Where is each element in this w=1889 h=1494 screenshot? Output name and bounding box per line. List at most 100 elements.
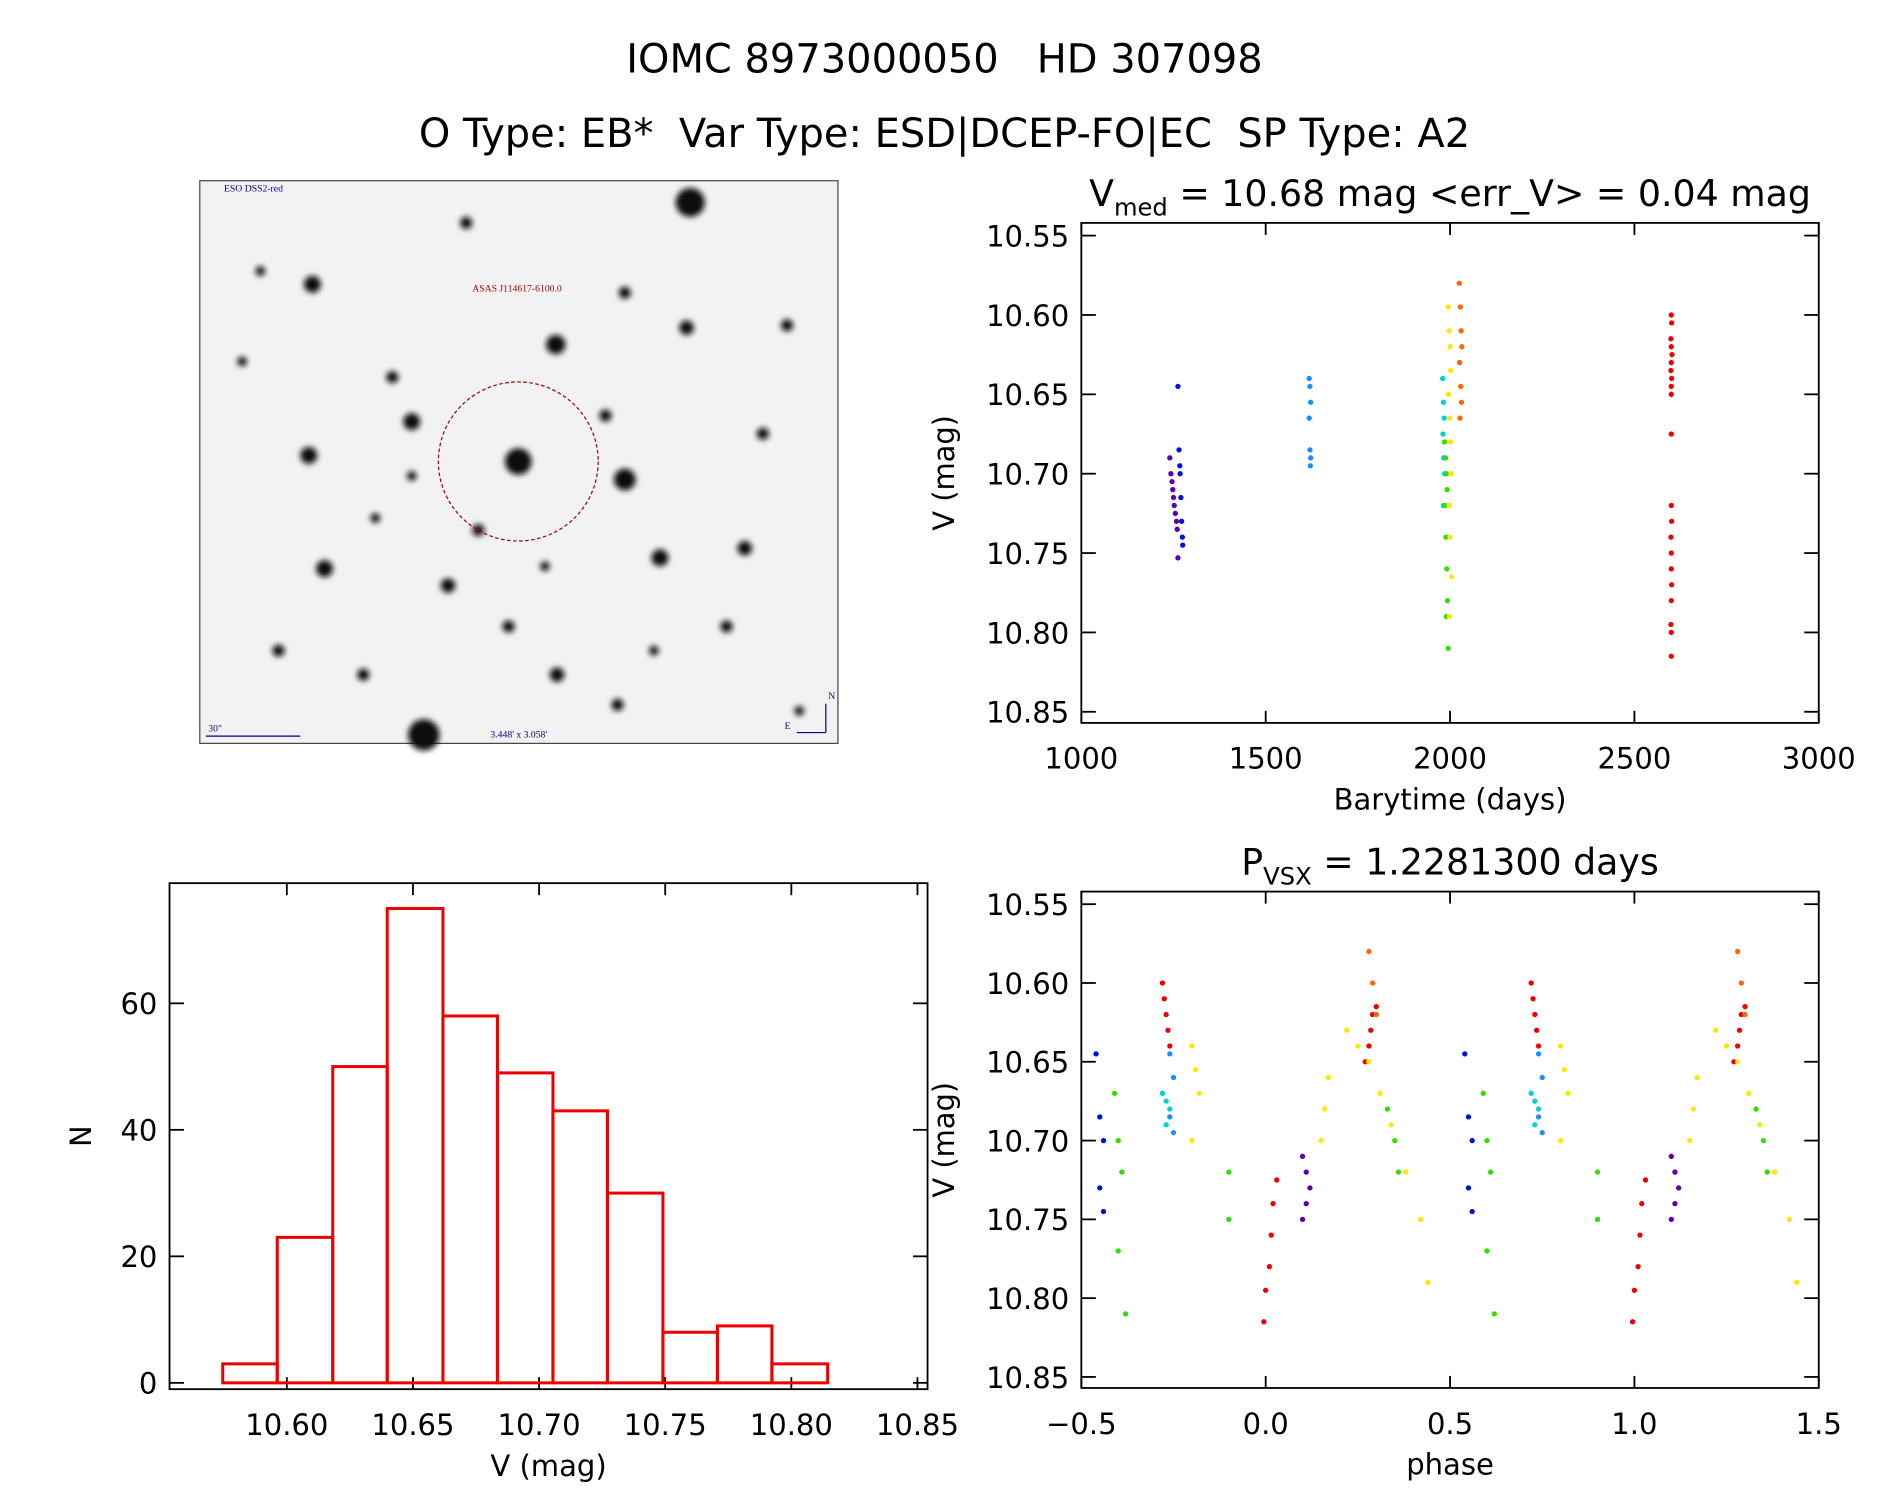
point bbox=[1668, 621, 1674, 628]
x-axis-label: phase bbox=[1406, 1448, 1494, 1482]
x-tick-label: 1500 bbox=[1229, 742, 1303, 776]
point bbox=[1440, 399, 1447, 405]
point bbox=[1446, 613, 1452, 620]
point bbox=[1539, 1130, 1545, 1136]
field-label: 3.448' x 3.058' bbox=[490, 729, 547, 740]
point bbox=[1639, 1200, 1645, 1207]
bar bbox=[551, 1109, 609, 1385]
x-tick-label: 0.5 bbox=[1427, 1407, 1473, 1441]
x-tick-label: 10.85 bbox=[876, 1408, 959, 1442]
north-label: N bbox=[828, 691, 835, 702]
compass bbox=[796, 703, 827, 734]
point bbox=[1694, 1074, 1700, 1081]
point bbox=[1444, 566, 1450, 572]
point bbox=[1303, 1200, 1309, 1207]
point bbox=[1179, 534, 1186, 540]
x-tick-label: 10.65 bbox=[371, 1408, 454, 1442]
point bbox=[1764, 1169, 1770, 1175]
point bbox=[1532, 1098, 1538, 1104]
point bbox=[1189, 1137, 1195, 1144]
point bbox=[1189, 1043, 1195, 1049]
east-label: E bbox=[785, 721, 791, 732]
point bbox=[1459, 344, 1465, 350]
title-main: V bbox=[1089, 172, 1114, 215]
point bbox=[1306, 375, 1312, 382]
x-tick-label: 10.60 bbox=[245, 1408, 328, 1442]
point bbox=[1167, 1043, 1173, 1049]
point bbox=[1669, 351, 1675, 358]
bar bbox=[770, 1362, 830, 1385]
point bbox=[1274, 1177, 1280, 1183]
point bbox=[1465, 1114, 1472, 1120]
point bbox=[1307, 447, 1313, 453]
y-tick-label: 40 bbox=[120, 1114, 157, 1148]
point bbox=[1668, 431, 1674, 437]
point bbox=[1458, 328, 1464, 334]
point bbox=[1742, 1003, 1748, 1010]
y-axis-label: V (mag) bbox=[927, 415, 961, 531]
point bbox=[1325, 1074, 1332, 1081]
point bbox=[1672, 1169, 1678, 1175]
scale-label: 30" bbox=[208, 723, 222, 734]
point bbox=[1757, 1122, 1763, 1128]
point bbox=[1635, 1263, 1641, 1270]
bar bbox=[221, 1362, 279, 1385]
bar bbox=[605, 1191, 665, 1385]
point bbox=[1793, 1279, 1800, 1286]
point bbox=[1270, 1200, 1276, 1207]
point bbox=[1786, 1216, 1792, 1223]
point bbox=[1163, 1098, 1169, 1104]
point bbox=[1668, 391, 1674, 397]
x-axis-label: V (mag) bbox=[490, 1449, 606, 1483]
point bbox=[1535, 1114, 1542, 1120]
point bbox=[1447, 439, 1454, 445]
title-main: P bbox=[1241, 841, 1263, 884]
point bbox=[1307, 463, 1313, 469]
point bbox=[1171, 502, 1177, 509]
point bbox=[1445, 391, 1452, 397]
point bbox=[1734, 1043, 1741, 1049]
point bbox=[1447, 415, 1453, 421]
point bbox=[1177, 471, 1183, 477]
point bbox=[1403, 1169, 1409, 1175]
point bbox=[1226, 1216, 1232, 1223]
point bbox=[1528, 1090, 1534, 1096]
point bbox=[1738, 980, 1745, 986]
survey-label: ESO DSS2-red bbox=[224, 184, 283, 195]
point bbox=[1445, 304, 1451, 310]
x-tick-label: 2000 bbox=[1413, 742, 1487, 776]
bar bbox=[661, 1330, 719, 1385]
point bbox=[1539, 1074, 1545, 1081]
point bbox=[1668, 344, 1674, 350]
y-tick-label: 60 bbox=[120, 987, 157, 1021]
title-rest: = 1.2281300 days bbox=[1312, 841, 1659, 884]
point bbox=[1161, 996, 1167, 1002]
bar bbox=[275, 1235, 335, 1385]
point bbox=[1165, 1027, 1171, 1033]
y-tick-label: 10.55 bbox=[986, 888, 1069, 922]
point bbox=[1535, 1043, 1542, 1049]
y-tick-label: 10.60 bbox=[986, 967, 1069, 1001]
point bbox=[1111, 1090, 1118, 1096]
point bbox=[1668, 1153, 1674, 1159]
point bbox=[1561, 1067, 1568, 1073]
point bbox=[1672, 1200, 1678, 1207]
point bbox=[1163, 1011, 1169, 1018]
point bbox=[1668, 534, 1674, 540]
point bbox=[1177, 463, 1183, 469]
x-tick-label: 10.70 bbox=[498, 1408, 581, 1442]
point bbox=[1355, 1043, 1361, 1049]
point bbox=[1373, 1011, 1379, 1018]
point bbox=[1226, 1169, 1232, 1175]
header-subtitle: O Type: EB* Var Type: ESD|DCEP-FO|EC SP … bbox=[419, 111, 1470, 157]
point bbox=[1668, 375, 1675, 382]
header-title: IOMC 8973000050 HD 307098 bbox=[626, 36, 1262, 82]
stars bbox=[237, 187, 805, 751]
bar bbox=[331, 1065, 389, 1385]
point bbox=[1731, 1059, 1737, 1065]
point bbox=[1299, 1216, 1306, 1223]
x-tick-label: 2500 bbox=[1597, 742, 1671, 776]
point bbox=[1307, 1185, 1313, 1191]
point bbox=[1440, 431, 1446, 437]
title-rest: = 10.68 mag <err_V> = 0.04 mag bbox=[1168, 172, 1811, 215]
